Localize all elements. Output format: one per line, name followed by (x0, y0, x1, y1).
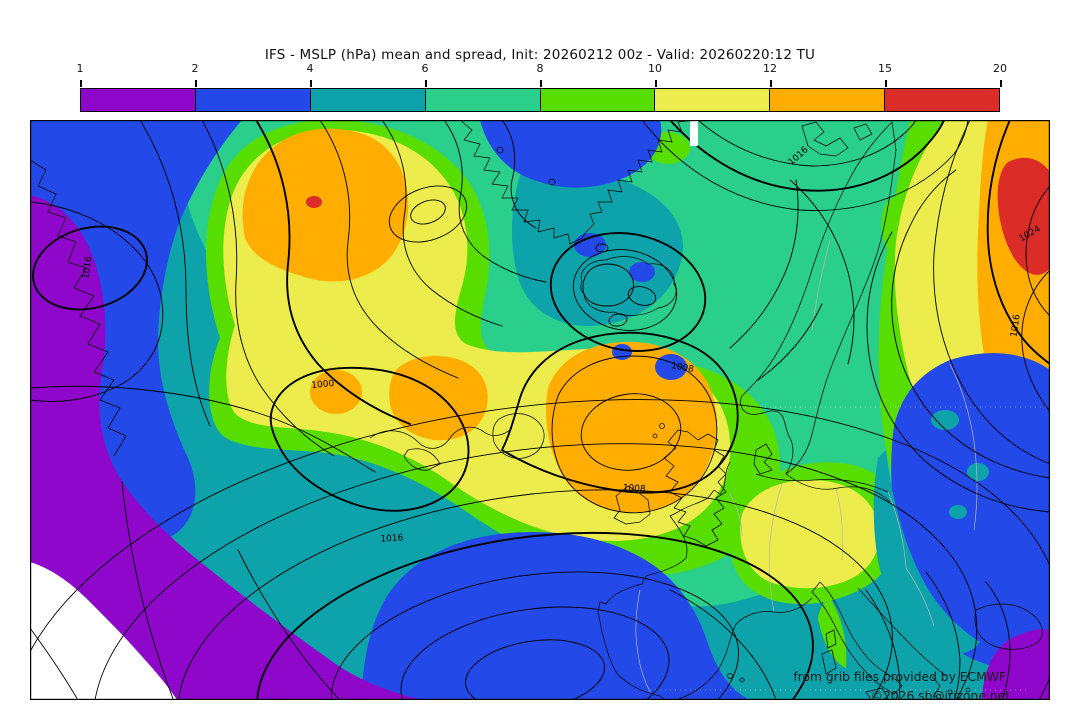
colorbar-segment-7 (769, 89, 885, 111)
colorbar-tick-mark (80, 80, 82, 87)
attribution: from grib files provided by ECMWF ©2026 … (793, 670, 1010, 700)
colorbar-tick-mark (770, 80, 772, 87)
colorbar-segment-4 (424, 89, 540, 111)
contour-label: 1008 (622, 483, 646, 495)
graticule (650, 406, 1050, 691)
contour-label: 1000 (311, 379, 335, 391)
attribution-line1: from grib files provided by ECMWF (793, 670, 1006, 684)
colorbar-tick-mark (195, 80, 197, 87)
colorbar (80, 88, 1000, 112)
colorbar-tick-mark (310, 80, 312, 87)
isobar-contours (30, 120, 1050, 700)
attribution-line2: ©2026 sb@irizone.net (871, 689, 1011, 700)
colorbar-tick-label: 12 (763, 62, 777, 75)
map-frame (30, 120, 1050, 700)
colorbar-tick-mark (540, 80, 542, 87)
colorbar-tick-label: 20 (993, 62, 1007, 75)
map-canvas: 1016 1000 1016 1008 1008 1016 1024 1016 from gr… (30, 120, 1050, 700)
contour-label: 1016 (81, 255, 94, 279)
coastlines (30, 120, 1043, 700)
colorbar-segment-2 (194, 89, 310, 111)
colorbar-tick-mark (655, 80, 657, 87)
spread-fill-field (30, 120, 1050, 700)
colorbar-tick-label: 6 (421, 62, 429, 75)
contour-label: 1016 (1009, 313, 1022, 337)
colorbar-tick-label: 8 (536, 62, 544, 75)
colorbar-tick-mark (425, 80, 427, 87)
colorbar-tick-labels: 1 2 4 6 8 10 12 15 20 (76, 62, 1007, 88)
colorbar-tick-label: 1 (76, 62, 84, 75)
colorbar-segment-6 (654, 89, 770, 111)
colorbar-tick-label: 15 (878, 62, 892, 75)
missing-data-gap (690, 120, 698, 146)
colorbar-segment-5 (539, 89, 655, 111)
plot-title: IFS - MSLP (hPa) mean and spread, Init: … (264, 47, 816, 63)
colorbar-tick-label: 2 (191, 62, 199, 75)
colorbar-tick-mark (1000, 80, 1002, 87)
colorbar-tick-mark (885, 80, 887, 87)
colorbar-tick-label: 10 (648, 62, 662, 75)
colorbar-segment-8 (884, 89, 999, 111)
contour-label: 1016 (380, 533, 404, 545)
colorbar-tick-label: 4 (306, 62, 314, 75)
colorbar-segment-3 (309, 89, 425, 111)
colorbar-segment-1 (81, 89, 195, 111)
contour-label: 1008 (670, 361, 695, 375)
